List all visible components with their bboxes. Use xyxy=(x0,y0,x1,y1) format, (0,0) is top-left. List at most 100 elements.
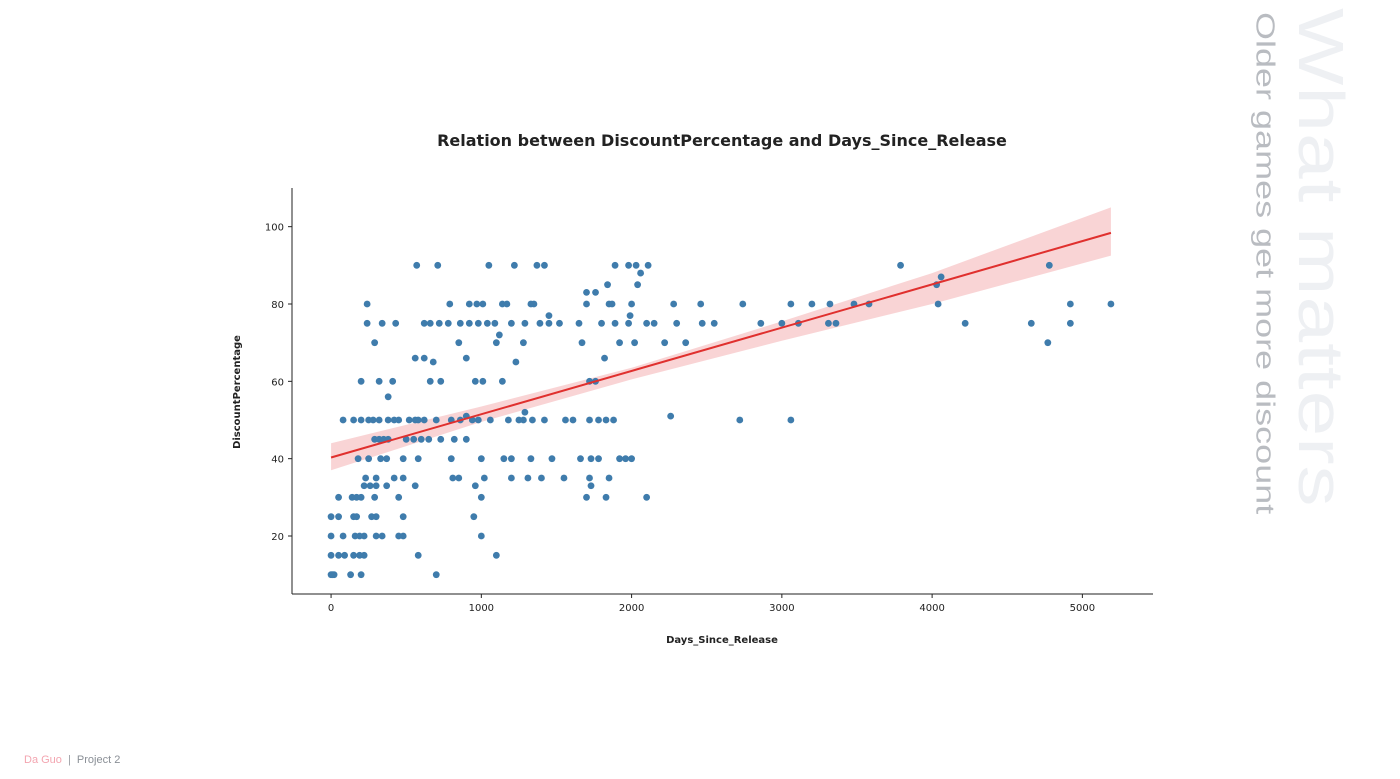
y-tick-label: 40 xyxy=(271,455,284,466)
data-point xyxy=(710,319,718,327)
data-point xyxy=(1066,300,1074,308)
data-point xyxy=(826,300,834,308)
x-tick-label: 2000 xyxy=(619,603,644,614)
data-point xyxy=(462,354,470,362)
data-point xyxy=(602,416,610,424)
x-axis-label: Days_Since_Release xyxy=(666,635,778,646)
data-point xyxy=(375,416,383,424)
data-point xyxy=(595,455,602,463)
data-point xyxy=(605,474,613,482)
data-point xyxy=(335,551,342,559)
data-point xyxy=(363,319,371,327)
data-point xyxy=(492,551,500,559)
data-point xyxy=(353,513,361,521)
data-point xyxy=(389,377,397,385)
data-point xyxy=(450,435,458,443)
data-point xyxy=(583,289,590,296)
data-point xyxy=(626,312,634,319)
data-point xyxy=(425,435,433,443)
data-point xyxy=(622,455,629,463)
data-point xyxy=(366,482,374,490)
data-point xyxy=(384,393,392,401)
data-point xyxy=(492,339,500,347)
data-point xyxy=(527,455,535,463)
data-point xyxy=(504,416,512,424)
data-point xyxy=(507,455,515,463)
data-point xyxy=(413,261,421,269)
data-point xyxy=(362,474,370,482)
data-point xyxy=(383,482,391,490)
data-point xyxy=(512,358,520,366)
x-tick-label: 1000 xyxy=(469,603,494,614)
data-point xyxy=(667,412,675,420)
data-point xyxy=(631,339,638,347)
data-point xyxy=(650,319,658,327)
data-point xyxy=(399,455,407,463)
data-point xyxy=(339,416,347,424)
data-point xyxy=(354,455,362,463)
data-point xyxy=(384,416,392,424)
data-point xyxy=(335,493,342,501)
data-point xyxy=(432,571,440,579)
data-point xyxy=(787,416,795,424)
data-point xyxy=(435,319,443,327)
data-point xyxy=(378,532,386,540)
data-point xyxy=(533,261,541,269)
data-point xyxy=(471,377,479,385)
data-point xyxy=(395,416,403,424)
data-point xyxy=(471,482,479,490)
data-point xyxy=(529,416,536,424)
data-point xyxy=(330,571,338,579)
data-point xyxy=(456,319,464,327)
data-point xyxy=(610,416,617,424)
data-point xyxy=(698,319,706,327)
data-point xyxy=(616,455,623,463)
data-point xyxy=(327,513,335,521)
data-point xyxy=(365,455,373,463)
data-point xyxy=(491,319,499,327)
data-point xyxy=(592,289,599,296)
data-point xyxy=(587,482,595,490)
data-point xyxy=(739,300,747,308)
data-point xyxy=(426,319,434,327)
data-point xyxy=(583,300,590,308)
data-point xyxy=(634,281,642,289)
data-point xyxy=(339,532,347,540)
data-point xyxy=(414,551,422,559)
data-point xyxy=(486,416,494,424)
data-point xyxy=(637,269,645,277)
data-point xyxy=(414,455,422,463)
data-point xyxy=(357,571,365,579)
data-point xyxy=(577,455,584,463)
data-point xyxy=(455,474,463,482)
data-point xyxy=(897,261,904,269)
data-point xyxy=(378,319,386,327)
data-point xyxy=(399,532,407,540)
data-point xyxy=(507,474,515,482)
data-point xyxy=(587,455,595,463)
data-point xyxy=(392,319,400,327)
data-point xyxy=(477,455,485,463)
data-point xyxy=(520,339,527,347)
side-headline: What matters xyxy=(1284,8,1356,508)
data-point xyxy=(360,532,368,540)
data-point xyxy=(372,482,380,490)
data-point xyxy=(395,493,403,501)
data-point xyxy=(383,455,391,463)
data-point xyxy=(625,319,632,327)
data-point xyxy=(377,455,385,463)
data-point xyxy=(350,551,358,559)
data-point xyxy=(465,319,473,327)
data-point xyxy=(616,339,623,347)
data-point xyxy=(426,377,434,385)
data-point xyxy=(473,300,481,308)
data-point xyxy=(447,455,455,463)
data-point xyxy=(602,493,610,501)
data-point xyxy=(372,474,380,482)
data-point xyxy=(480,474,488,482)
data-point xyxy=(521,408,529,416)
data-point xyxy=(530,300,538,308)
data-point xyxy=(583,493,590,501)
x-tick-label: 3000 xyxy=(769,603,794,614)
regression-line xyxy=(330,231,1112,459)
